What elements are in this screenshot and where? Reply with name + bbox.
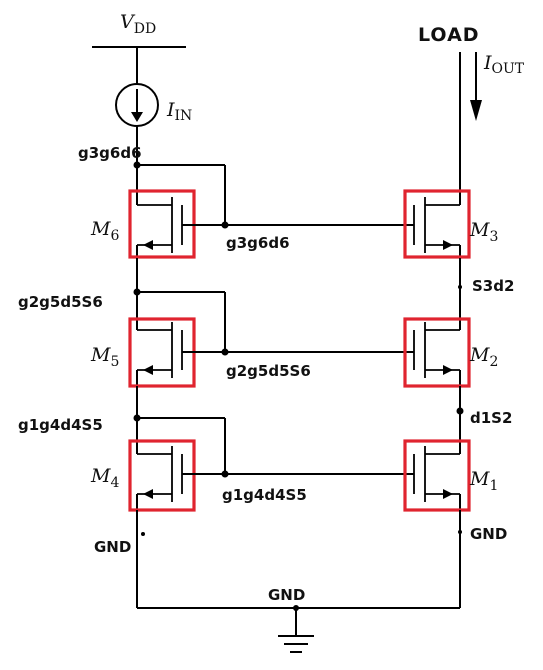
m2-label: M2: [469, 344, 498, 370]
current-source-symbol: [115, 83, 159, 127]
iout-label: IOUT: [483, 52, 525, 77]
vdd-label: VDD: [120, 11, 156, 37]
annotation-right-mid: d1S2: [470, 409, 512, 427]
annotation-top-left: g3g6d6: [78, 144, 142, 162]
annotation-right-top: S3d2: [472, 277, 514, 295]
m3-highlight-box: [403, 189, 471, 259]
node-dot-gnd-left: [141, 532, 145, 536]
annotation-gnd-right: GND: [470, 525, 507, 543]
iout-arrow-head: [470, 100, 482, 121]
m5-label: M5: [90, 344, 119, 370]
ground-symbol: [278, 608, 314, 653]
node-dot-gate-low: [221, 470, 229, 478]
iin-label: IIN: [166, 99, 192, 124]
node-dot-gnd-right: [458, 530, 462, 534]
annotation-mid-left: g2g5d5S6: [18, 293, 103, 311]
m3-label: M3: [469, 219, 498, 245]
annotation-gnd-left: GND: [94, 538, 131, 556]
annotation-gate-mid: g2g5d5S6: [226, 362, 311, 380]
node-dot-right-top: [458, 285, 462, 289]
m4-label: M4: [90, 465, 119, 491]
m1-highlight-box: [403, 439, 471, 512]
m4-highlight-box: [128, 439, 196, 512]
transistor-m1: [403, 439, 471, 512]
annotation-low-left: g1g4d4S5: [18, 416, 103, 434]
transistor-m4: [128, 439, 196, 512]
node-dot-gate-mid: [221, 348, 229, 356]
m6-label: M6: [90, 218, 119, 244]
m2-highlight-box: [403, 317, 471, 388]
load-label: LOAD: [418, 24, 480, 46]
annotation-gate-low: g1g4d4S5: [222, 486, 307, 504]
transistor-m3: [403, 189, 471, 259]
node-dot-right-mid: [456, 407, 464, 415]
transistor-m2: [403, 317, 471, 388]
annotation-gnd-bottom: GND: [268, 586, 305, 604]
annotation-gate-top: g3g6d6: [226, 234, 290, 252]
node-dot-gate-top: [221, 221, 229, 229]
m1-label: M1: [469, 468, 498, 494]
